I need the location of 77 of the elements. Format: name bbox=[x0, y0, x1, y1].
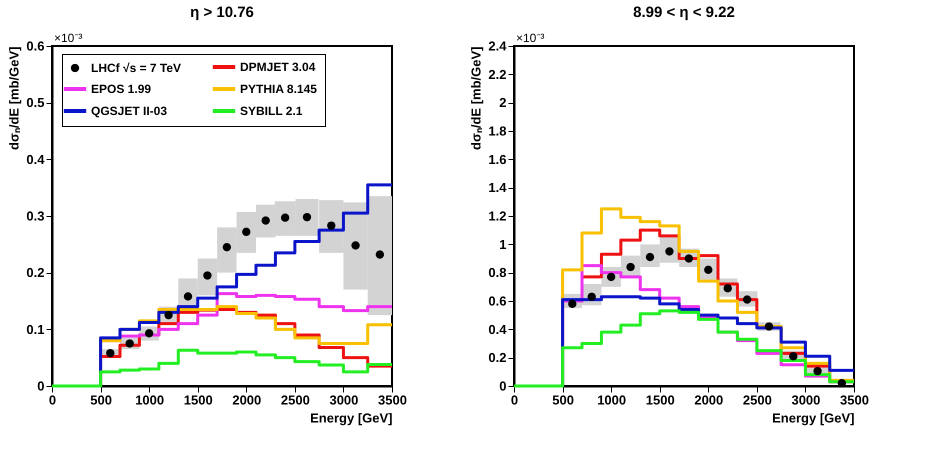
point bbox=[280, 214, 290, 222]
point bbox=[164, 310, 173, 320]
x-tick-label: 3500 bbox=[378, 392, 407, 408]
y-tick-label: 0.6 bbox=[26, 38, 44, 54]
point bbox=[606, 272, 616, 282]
point bbox=[203, 271, 212, 280]
y-tick-label: 0.3 bbox=[26, 208, 44, 224]
point bbox=[626, 262, 635, 272]
y-tick-label: 1 bbox=[499, 236, 506, 252]
x-tick-label: 1500 bbox=[646, 392, 675, 408]
y-tick-label: 0.2 bbox=[488, 350, 506, 366]
legend-label: DPMJET 3.04 bbox=[240, 60, 316, 74]
y-tick-label: 0 bbox=[37, 378, 44, 394]
point bbox=[813, 366, 822, 376]
point bbox=[646, 252, 654, 262]
x-tick-label: 2500 bbox=[742, 392, 772, 408]
text: ×10⁻³ bbox=[516, 31, 544, 45]
x-tick-label: 500 bbox=[90, 392, 112, 408]
y-tick-label: 0.6 bbox=[488, 294, 506, 308]
y-tick-label: 1.6 bbox=[488, 152, 506, 167]
y-tick-label: 1.8 bbox=[488, 124, 506, 138]
point bbox=[184, 292, 192, 301]
point bbox=[327, 221, 336, 230]
point bbox=[665, 247, 674, 256]
point bbox=[789, 352, 798, 360]
y-tick-label: 1.4 bbox=[488, 180, 508, 196]
x-tick-label: 1000 bbox=[135, 392, 164, 408]
y-tick-label: 0.1 bbox=[26, 322, 44, 337]
y-tick-label: 2.4 bbox=[488, 38, 508, 54]
y-tick-label: 0.8 bbox=[488, 265, 506, 280]
x-tick-label: 3000 bbox=[329, 392, 358, 408]
x-tick-label: 2000 bbox=[232, 392, 262, 408]
x-tick-label: 2000 bbox=[694, 392, 724, 408]
point bbox=[588, 292, 596, 301]
point bbox=[742, 295, 752, 304]
point bbox=[376, 250, 384, 259]
point bbox=[724, 284, 732, 292]
legend-label: LHCf √s = 7 TeV bbox=[91, 61, 182, 75]
x-tick-label: 500 bbox=[552, 392, 574, 408]
x-tick-label: 3500 bbox=[840, 392, 869, 408]
legend-label: QGSJET II-03 bbox=[91, 104, 168, 118]
x-tick-label: 1500 bbox=[184, 392, 213, 408]
point bbox=[126, 339, 134, 348]
x-tick-label: 3000 bbox=[791, 392, 820, 408]
x-axis-title: Energy [GeV] bbox=[772, 410, 854, 426]
y-tick-label: 1.2 bbox=[488, 208, 506, 224]
y-tick-label: 0.4 bbox=[488, 322, 508, 337]
y-tick-label: 0.5 bbox=[26, 95, 44, 110]
point bbox=[704, 266, 712, 274]
text: ×10⁻³ bbox=[54, 31, 82, 45]
y-tick-label: 0 bbox=[499, 378, 506, 394]
point bbox=[302, 212, 312, 222]
point bbox=[144, 329, 154, 338]
legend-label: PYTHIA 8.145 bbox=[240, 82, 318, 96]
point bbox=[106, 348, 114, 358]
point bbox=[568, 300, 576, 308]
y-tick-label: 2 bbox=[499, 95, 506, 110]
y-tick-label: 0.2 bbox=[26, 265, 44, 280]
point bbox=[222, 242, 232, 252]
x-tick-label: 0 bbox=[48, 392, 56, 408]
y-axis-title: dσₙ/dE [mb/GeV] bbox=[6, 46, 22, 150]
legend-label: EPOS 1.99 bbox=[91, 82, 152, 96]
chart-title: η > 10.76 bbox=[190, 4, 254, 21]
y-tick-label: 0.4 bbox=[26, 152, 46, 167]
x-tick-label: 1000 bbox=[597, 392, 626, 408]
x-tick-label: 2500 bbox=[280, 392, 310, 408]
x-axis-title: Energy [GeV] bbox=[310, 410, 392, 426]
chart-title: 8.99 < η < 9.22 bbox=[633, 4, 735, 21]
point bbox=[242, 228, 250, 236]
y-tick-label: 2.2 bbox=[488, 66, 506, 82]
point bbox=[351, 241, 360, 250]
legend-label: SYBILL 2.1 bbox=[240, 104, 303, 118]
point bbox=[764, 322, 774, 331]
y-axis-title: dσₙ/dE [mb/GeV] bbox=[468, 46, 484, 150]
x-tick-label: 0 bbox=[510, 392, 518, 408]
point bbox=[684, 254, 694, 263]
point bbox=[262, 216, 270, 225]
